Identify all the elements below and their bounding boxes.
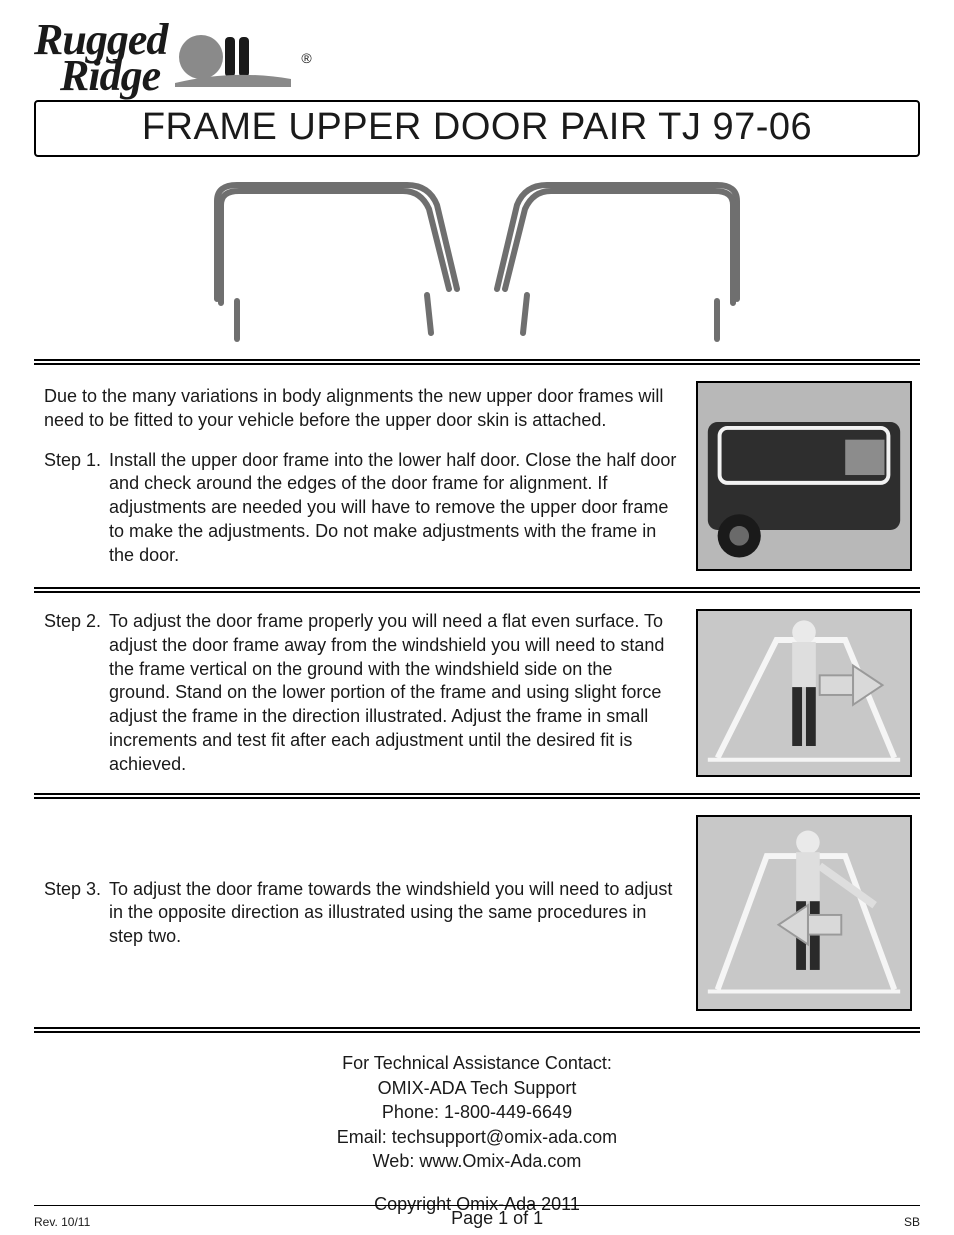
step3-body: To adjust the door frame towards the win…: [109, 878, 678, 949]
step2-image: [696, 609, 912, 777]
contact-line2: OMIX-ADA Tech Support: [34, 1076, 920, 1100]
section-step1: Due to the many variations in body align…: [34, 367, 920, 585]
section-step2: Step 2. To adjust the door frame properl…: [34, 595, 920, 791]
step2-text: Step 2. To adjust the door frame properl…: [44, 610, 678, 776]
section-step3: Step 3. To adjust the door frame towards…: [34, 801, 920, 1025]
page-title: FRAME UPPER DOOR PAIR TJ 97-06: [36, 106, 918, 149]
registered-mark: ®: [301, 50, 311, 66]
intro-paragraph: Due to the many variations in body align…: [44, 385, 678, 433]
divider: [34, 587, 920, 593]
title-banner: FRAME UPPER DOOR PAIR TJ 97-06: [34, 100, 920, 157]
footer-page: Page 1 of 1: [451, 1208, 543, 1229]
contact-block: For Technical Assistance Contact: OMIX-A…: [34, 1051, 920, 1173]
hero-diagram: [34, 161, 920, 357]
step1-body: Install the upper door frame into the lo…: [109, 449, 678, 568]
step1-text: Due to the many variations in body align…: [44, 385, 678, 567]
contact-line3: Phone: 1-800-449-6649: [34, 1100, 920, 1124]
brand-mark-icon: [173, 29, 293, 87]
divider: [34, 793, 920, 799]
step3-text: Step 3. To adjust the door frame towards…: [44, 878, 678, 949]
contact-line4: Email: techsupport@omix-ada.com: [34, 1125, 920, 1149]
contact-line5: Web: www.Omix-Ada.com: [34, 1149, 920, 1173]
step1-label: Step 1.: [44, 449, 109, 568]
footer-right: SB: [904, 1215, 920, 1229]
divider: [34, 1027, 920, 1033]
step1-image: [696, 381, 912, 571]
page: Rugged Ridge ® FRAME UPPER DOOR PAIR TJ …: [0, 0, 954, 1235]
footer-rev: Rev. 10/11: [34, 1215, 90, 1229]
step3-image: [696, 815, 912, 1011]
divider: [34, 359, 920, 365]
contact-line1: For Technical Assistance Contact:: [34, 1051, 920, 1075]
page-footer: Rev. 10/11 Page 1 of 1 SB: [34, 1205, 920, 1229]
brand-wordmark: Rugged Ridge: [34, 22, 167, 94]
step2-body: To adjust the door frame properly you wi…: [109, 610, 678, 776]
brand-logo: Rugged Ridge ®: [34, 22, 920, 94]
step2-label: Step 2.: [44, 610, 109, 776]
door-frame-pair-icon: [197, 171, 757, 347]
step3-label: Step 3.: [44, 878, 109, 949]
